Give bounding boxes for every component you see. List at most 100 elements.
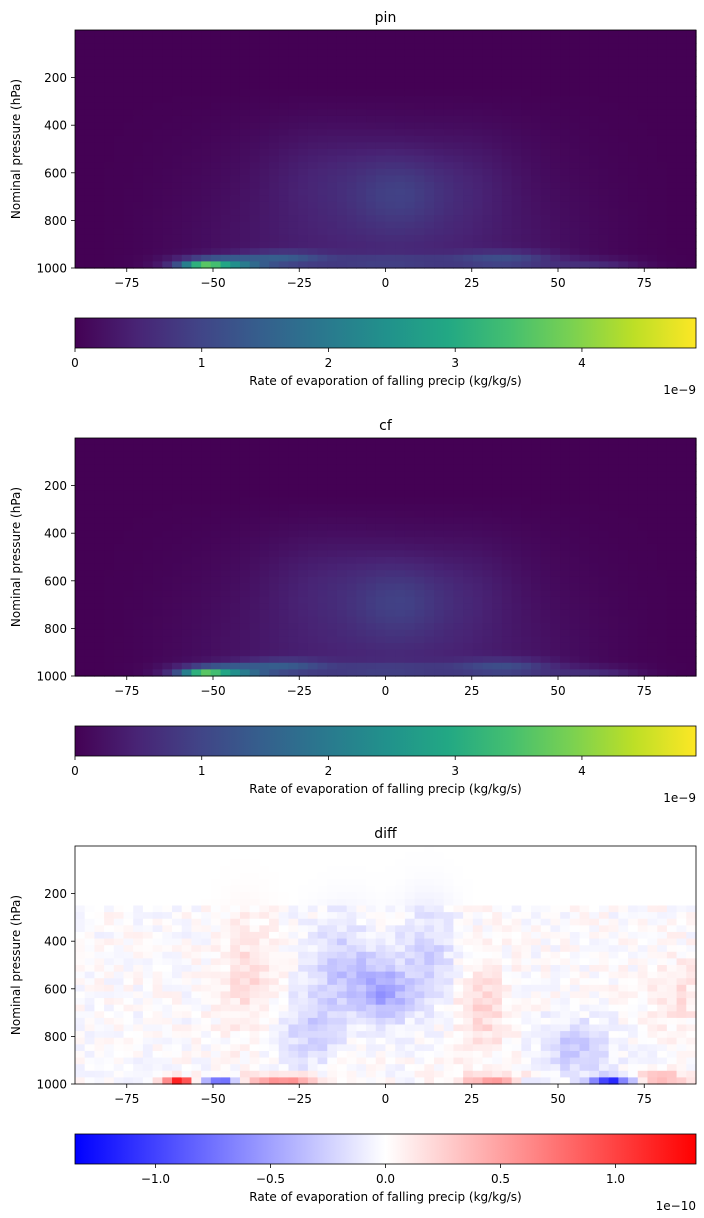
heatmap-cell: [521, 504, 532, 512]
heatmap-cell: [239, 175, 251, 183]
heatmap-cell: [589, 590, 600, 598]
heatmap-cell: [404, 477, 416, 485]
heatmap-cell: [608, 43, 619, 51]
heatmap-cell: [201, 523, 212, 532]
heatmap-cell: [404, 102, 416, 110]
heatmap-cell: [230, 135, 241, 143]
heatmap-cell: [113, 1011, 125, 1019]
heatmap-cell: [75, 1064, 86, 1072]
heatmap-cell: [307, 497, 319, 505]
heatmap-cell: [133, 490, 144, 499]
heatmap-cell: [666, 201, 678, 210]
heatmap-cell: [569, 636, 581, 644]
heatmap-cell: [269, 69, 280, 77]
heatmap-cell: [531, 570, 542, 578]
heatmap-cell: [152, 471, 163, 479]
heatmap-cell: [366, 135, 377, 143]
heatmap-cell: [94, 609, 105, 618]
heatmap-cell: [172, 69, 183, 77]
heatmap-cell: [531, 115, 542, 124]
heatmap-cell: [589, 477, 600, 485]
heatmap-cell: [424, 583, 435, 591]
heatmap-cell: [142, 523, 154, 532]
heatmap-cell: [531, 603, 542, 611]
heatmap-cell: [269, 188, 280, 196]
heatmap-cell: [230, 464, 241, 472]
heatmap-cell: [424, 135, 435, 143]
heatmap-cell: [424, 642, 435, 651]
heatmap-cell: [424, 248, 435, 256]
heatmap-cell: [443, 576, 455, 585]
heatmap-cell: [482, 82, 493, 91]
heatmap-cell: [404, 543, 416, 551]
heatmap-cell: [414, 82, 425, 91]
heatmap-cell: [298, 563, 309, 571]
heatmap-cell: [327, 523, 338, 532]
heatmap-cell: [133, 162, 144, 170]
heatmap-cell: [75, 537, 86, 545]
heatmap-cell: [307, 208, 319, 216]
heatmap-cell: [404, 596, 416, 604]
heatmap-cell: [123, 623, 134, 631]
heatmap-cell: [94, 89, 105, 97]
heatmap-cell: [191, 129, 202, 137]
heatmap-cell: [375, 135, 387, 143]
heatmap-cell: [269, 477, 280, 485]
heatmap-cell: [278, 603, 290, 611]
heatmap-cell: [657, 234, 668, 243]
heatmap-cell: [123, 616, 134, 624]
heatmap-cell: [657, 590, 668, 598]
heatmap-cell: [75, 925, 86, 933]
heatmap-cell: [152, 208, 163, 216]
heatmap-cell: [191, 221, 202, 229]
heatmap-cell: [579, 221, 590, 229]
heatmap-cell: [104, 444, 115, 452]
heatmap-cell: [298, 669, 309, 677]
heatmap-cell: [482, 457, 493, 466]
heatmap-cell: [482, 221, 493, 229]
heatmap-cell: [172, 563, 183, 571]
heatmap-cell: [162, 96, 173, 104]
heatmap-cell: [113, 464, 125, 472]
heatmap-cell: [259, 477, 270, 485]
heatmap-cell: [162, 43, 173, 51]
heatmap-cell: [375, 221, 387, 229]
heatmap-cell: [230, 523, 241, 532]
heatmap-cell: [569, 43, 581, 51]
heatmap-cell: [298, 557, 309, 565]
heatmap-cell: [94, 931, 105, 940]
heatmap-cell: [181, 490, 193, 499]
heatmap-cell: [521, 444, 532, 452]
heatmap-cell: [327, 69, 338, 77]
heatmap-cell: [628, 56, 639, 64]
heatmap-cell: [269, 234, 280, 243]
heatmap-cell: [424, 570, 435, 578]
heatmap-cell: [521, 215, 532, 223]
heatmap-cell: [336, 609, 348, 618]
heatmap-cell: [375, 149, 387, 157]
heatmap-cell: [230, 96, 241, 104]
heatmap-cell: [569, 609, 581, 618]
heatmap-cell: [598, 451, 610, 459]
heatmap-cell: [104, 241, 115, 249]
heatmap-cell: [181, 43, 193, 51]
heatmap-cell: [395, 36, 406, 44]
heatmap-cell: [511, 537, 522, 545]
heatmap-cell: [637, 168, 649, 177]
heatmap-cell: [492, 656, 503, 664]
heatmap-cell: [598, 135, 610, 143]
heatmap-cell: [298, 570, 309, 578]
heatmap-cell: [531, 451, 542, 459]
heatmap-cell: [172, 122, 183, 130]
heatmap-cell: [123, 1077, 134, 1085]
heatmap-cell: [589, 234, 600, 243]
heatmap-cell: [395, 557, 406, 565]
heatmap-cell: [637, 30, 649, 38]
heatmap-cell: [501, 201, 513, 210]
heatmap-cell: [414, 201, 425, 210]
heatmap-cell: [443, 596, 455, 604]
heatmap-cell: [492, 471, 503, 479]
heatmap-cell: [172, 543, 183, 551]
heatmap-cell: [463, 69, 474, 77]
heatmap-cell: [560, 109, 571, 117]
